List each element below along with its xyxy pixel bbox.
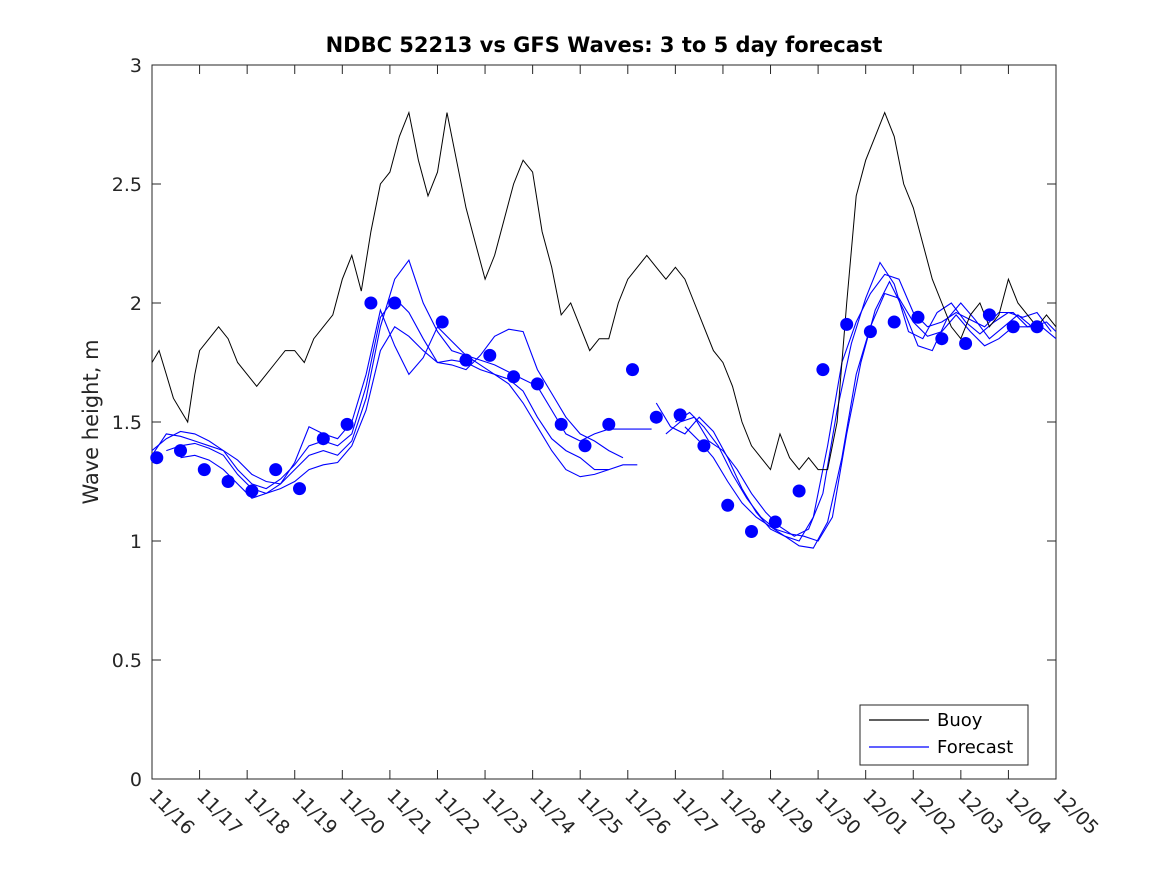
- forecast-point: [982, 308, 996, 322]
- tick-layer: [151, 64, 1057, 780]
- forecast-point: [245, 484, 259, 498]
- forecast-point: [602, 417, 616, 431]
- forecast-point: [316, 432, 330, 446]
- buoy-line: [151, 110, 1057, 471]
- forecast-point: [626, 363, 639, 377]
- forecast-point: [863, 325, 877, 339]
- forecast-point: [1006, 320, 1020, 334]
- forecast-point: [649, 410, 663, 424]
- forecast-run-line: [151, 297, 624, 490]
- legend: Buoy Forecast: [859, 704, 1029, 766]
- forecast-point: [530, 377, 544, 391]
- y-tick-label: 1: [130, 531, 142, 553]
- forecast-point: [673, 408, 687, 422]
- y-tick-label: 3: [130, 55, 142, 77]
- y-tick-label: 2.5: [112, 174, 142, 196]
- forecast-point: [388, 296, 402, 310]
- y-tick-label: 0.5: [112, 650, 142, 672]
- forecast-point: [174, 444, 187, 458]
- forecast-point: [340, 417, 354, 431]
- legend-buoy-label: Buoy: [937, 710, 983, 731]
- y-tick-labels: 0 0.5 1 1.5 2 2.5 3: [112, 55, 142, 791]
- forecast-point: [269, 463, 283, 477]
- forecast-point: [697, 439, 711, 453]
- forecast-point: [745, 525, 758, 538]
- y-tick-label: 1.5: [112, 412, 142, 434]
- forecast-point: [578, 439, 592, 453]
- forecast-point: [816, 363, 830, 377]
- series-layer: [150, 110, 1057, 549]
- forecast-point: [364, 296, 378, 310]
- forecast-point: [935, 332, 949, 346]
- forecast-run-line: [180, 326, 638, 499]
- forecast-run-line: [655, 273, 1057, 542]
- legend-box: [859, 704, 1029, 766]
- forecast-point: [911, 310, 925, 324]
- forecast-point: [197, 463, 211, 477]
- forecast-point: [887, 315, 901, 329]
- forecast-point: [768, 515, 782, 529]
- forecast-point: [435, 315, 449, 329]
- forecast-point: [221, 475, 235, 488]
- forecast-point: [792, 484, 806, 498]
- forecast-run-line: [151, 308, 652, 485]
- y-tick-label: 2: [130, 293, 142, 315]
- forecast-point: [840, 317, 854, 331]
- forecast-run-line: [166, 259, 609, 495]
- forecast-point: [554, 417, 568, 431]
- y-axis-label: Wave height, m: [79, 339, 103, 504]
- forecast-point: [507, 370, 521, 384]
- forecast-point: [293, 482, 306, 496]
- y-tick-label: 0: [130, 769, 142, 791]
- forecast-point: [150, 451, 164, 465]
- forecast-point: [459, 353, 473, 367]
- legend-forecast-label: Forecast: [937, 737, 1013, 758]
- forecast-point: [721, 498, 735, 512]
- forecast-run-line: [665, 261, 1052, 537]
- forecast-run-line: [684, 292, 1042, 549]
- forecast-point: [483, 348, 497, 362]
- chart-title: NDBC 52213 vs GFS Waves: 3 to 5 day fore…: [326, 33, 883, 57]
- forecast-point: [1030, 320, 1044, 334]
- forecast-point: [959, 337, 973, 350]
